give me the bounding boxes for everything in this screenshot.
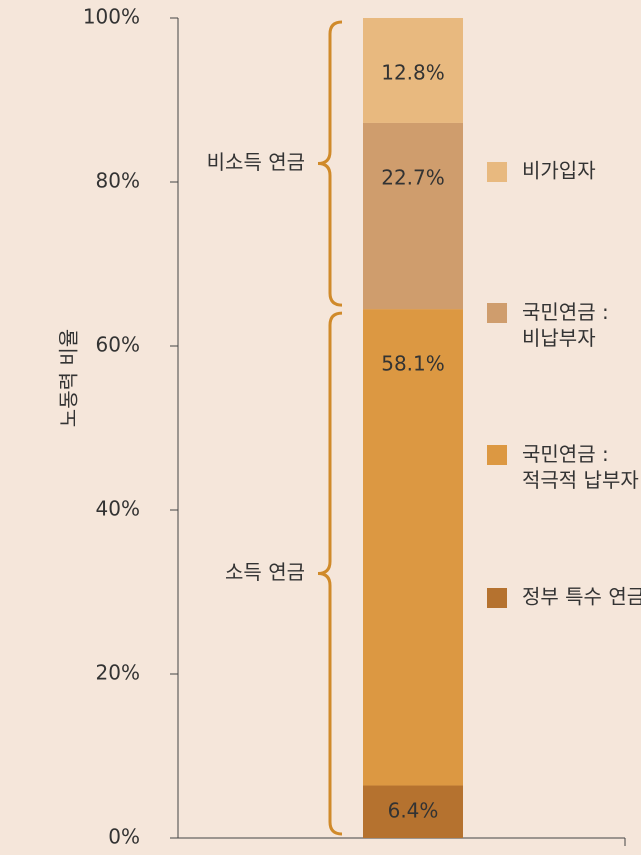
legend-line: 비납부자 <box>522 326 596 350</box>
brace <box>317 20 343 307</box>
legend-line: 국민연금 : <box>522 442 609 466</box>
legend-line: 적극적 납부자 <box>522 468 639 492</box>
value-label: 22.7% <box>381 165 445 189</box>
legend-swatch <box>487 445 507 465</box>
legend-label: 국민연금 : 비납부자 <box>522 300 609 350</box>
y-tick-label: 40% <box>96 497 140 521</box>
annotation: 소득 연금 <box>225 560 305 584</box>
legend-label: 정부 특수 연금 <box>522 585 641 609</box>
y-tick-label: 0% <box>108 825 140 849</box>
bar-segment <box>363 785 463 838</box>
y-tick-label: 80% <box>96 169 140 193</box>
legend-swatch <box>487 162 507 182</box>
legend-label: 비가입자 <box>522 159 596 183</box>
y-tick-label: 20% <box>96 661 140 685</box>
bar-segment <box>363 18 463 123</box>
y-tick-label: 100% <box>83 5 140 29</box>
legend-swatch <box>487 303 507 323</box>
annotation: 비소득 연금 <box>207 150 305 174</box>
bar-segment <box>363 122 463 310</box>
value-label: 12.8% <box>381 61 445 85</box>
legend-label: 국민연금 : 적극적 납부자 <box>522 442 639 492</box>
legend-swatch <box>487 588 507 608</box>
y-axis-label: 노동력 비율 <box>57 329 81 427</box>
brace <box>317 311 343 836</box>
value-label: 58.1% <box>381 352 445 376</box>
value-label: 6.4% <box>388 798 439 822</box>
bar-segment <box>363 309 463 786</box>
y-tick-label: 60% <box>96 333 140 357</box>
legend-line: 국민연금 : <box>522 300 609 324</box>
